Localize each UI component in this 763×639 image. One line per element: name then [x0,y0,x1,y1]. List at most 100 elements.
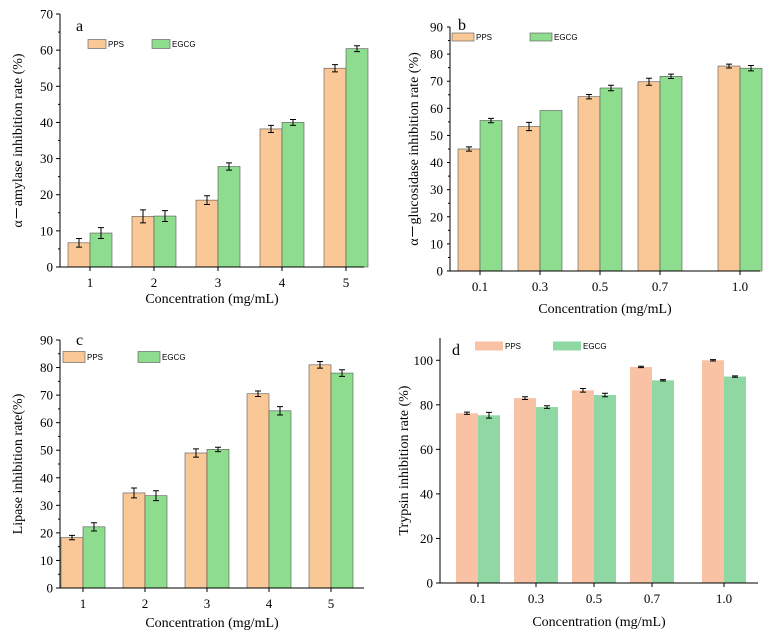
y-tick-label: 10 [40,553,53,568]
panel-label: b [458,17,466,34]
bar-egcg-5 [345,48,369,268]
bar-egcg-1 [82,526,106,589]
y-tick-label: 60 [430,101,443,116]
bar-egcg-1_0 [739,67,763,272]
legend-label-egcg: EGCG [162,353,186,362]
y-tick-label: 50 [430,128,443,143]
x-tick-label: 3 [204,596,211,611]
bar-pps-3 [195,199,219,268]
bar-pps-1_0 [702,360,724,583]
legend-swatch-egcg [529,32,553,42]
x-tick-label: 0.1 [472,279,488,294]
legend-label-egcg: EGCG [583,342,607,351]
y-tick-label: 90 [40,333,53,348]
y-tick-label: 50 [40,79,53,94]
x-tick-label: 0.5 [592,279,608,294]
y-tick-label: 80 [430,47,443,62]
panel-label: c [76,332,83,349]
bar-pps-5 [308,364,332,589]
y-tick-label: 70 [430,74,443,89]
bar-pps-5 [323,67,347,268]
x-axis-title: Concentration (mg/mL) [145,616,279,631]
error-bar [162,210,168,222]
y-tick-label: 20 [420,531,433,546]
error-bar [646,77,652,86]
bar-egcg-3 [206,449,230,589]
error-bar [668,73,674,80]
bar-pps-1_0 [717,65,741,272]
bar-pps-0_1 [457,148,481,272]
y-tick-label: 30 [40,498,53,513]
error-bar [580,388,586,393]
y-axis-title: α－amylase inhibition rate (%) [11,53,26,227]
bar-egcg-4 [268,410,292,589]
x-tick-label: 0.3 [532,279,548,294]
bar-pps-4 [246,393,270,589]
error-bar [608,84,614,92]
bar-pps-0_5 [572,390,594,583]
x-axis-title: Concentration (mg/mL) [538,302,672,317]
error-bar [69,534,75,541]
legend-label-pps: PPS [476,33,492,42]
error-bar [204,195,210,205]
x-tick-label: 5 [328,596,335,611]
error-bar [522,396,528,400]
bar-pps-0_7 [630,366,652,583]
y-tick-label: 30 [430,182,443,197]
error-bar [464,411,470,415]
x-tick-label: 1.0 [716,591,732,606]
y-tick-label: 40 [430,155,443,170]
x-tick-label: 3 [215,275,222,290]
y-tick-label: 60 [420,442,433,457]
legend-swatch-egcg [137,351,161,363]
bar-egcg-5 [330,372,354,589]
y-tick-label: 60 [40,43,53,58]
error-bar [710,359,716,362]
legend-label-egcg: EGCG [554,33,578,42]
x-tick-label: 4 [279,275,286,290]
legend-swatch-pps [451,32,475,42]
y-axis-title: Trypsin inhibition rate (%) [397,385,412,535]
bar-egcg-2 [144,495,168,589]
error-bar [354,45,360,53]
error-bar [638,365,644,369]
y-tick-label: 90 [430,20,443,35]
y-tick-label: 0 [47,581,54,596]
bar-egcg-0_5 [599,87,623,272]
y-tick-label: 70 [40,7,53,22]
error-bar [660,379,666,382]
y-tick-label: 20 [40,187,53,202]
error-bar [732,375,738,378]
y-tick-label: 0 [437,264,444,279]
bar-egcg-1_0 [724,376,746,583]
error-bar [98,227,104,239]
bar-egcg-0_7 [659,76,683,272]
legend-swatch-egcg [151,39,171,49]
panel-label: a [76,18,83,35]
error-bar [526,121,532,132]
panel-label: d [452,342,460,359]
x-tick-label: 2 [151,275,158,290]
y-axis-title: Lipase inhibition rate(%) [11,393,26,534]
error-bar [466,146,472,152]
y-tick-label: 70 [40,388,53,403]
y-tick-label: 10 [430,236,443,251]
bar-pps-1 [60,537,84,589]
error-bar [586,94,592,100]
error-bar [488,117,494,124]
y-tick-label: 20 [40,525,53,540]
x-axis-title: Concentration (mg/mL) [145,292,279,307]
bar-egcg-0_1 [479,120,503,272]
bar-pps-0_1 [456,413,478,583]
bar-egcg-0_5 [594,395,616,583]
legend-label-pps: PPS [505,342,521,351]
y-axis-title: α－glucosidase inhibition rate (%) [407,52,422,246]
y-tick-label: 100 [414,353,434,368]
bar-pps-2 [131,216,155,268]
legend-label-pps: PPS [108,40,124,49]
bar-egcg-2 [153,215,177,268]
bar-pps-3 [184,452,208,589]
bar-egcg-0_3 [536,407,558,583]
error-bar [332,64,338,73]
